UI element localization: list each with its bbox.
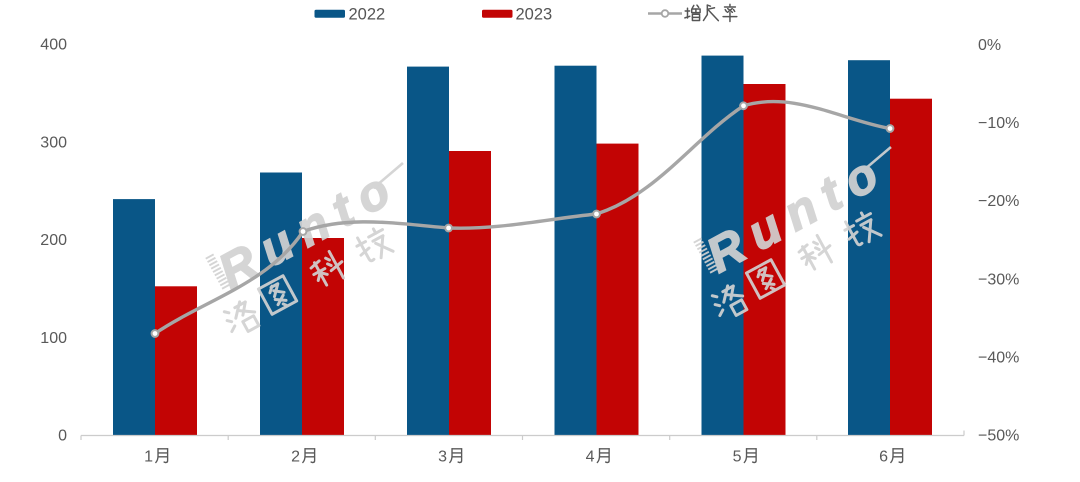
svg-text:−10%: −10% <box>978 115 1019 132</box>
svg-text:2023: 2023 <box>516 6 553 24</box>
svg-text:2: 2 <box>291 449 300 466</box>
svg-text:300: 300 <box>40 135 67 152</box>
svg-text:4: 4 <box>586 449 595 466</box>
svg-text:400: 400 <box>40 37 67 54</box>
svg-text:6: 6 <box>879 449 888 466</box>
svg-text:100: 100 <box>40 330 67 347</box>
svg-text:−20%: −20% <box>978 193 1019 210</box>
svg-text:3: 3 <box>438 449 447 466</box>
svg-text:5: 5 <box>733 449 742 466</box>
svg-text:2022: 2022 <box>349 6 386 24</box>
svg-text:0: 0 <box>58 428 67 445</box>
svg-text:−30%: −30% <box>978 271 1019 288</box>
svg-text:200: 200 <box>40 232 67 249</box>
svg-text:0%: 0% <box>978 37 1001 54</box>
svg-text:1: 1 <box>144 449 153 466</box>
svg-text:−40%: −40% <box>978 349 1019 366</box>
svg-text:−50%: −50% <box>978 428 1019 445</box>
